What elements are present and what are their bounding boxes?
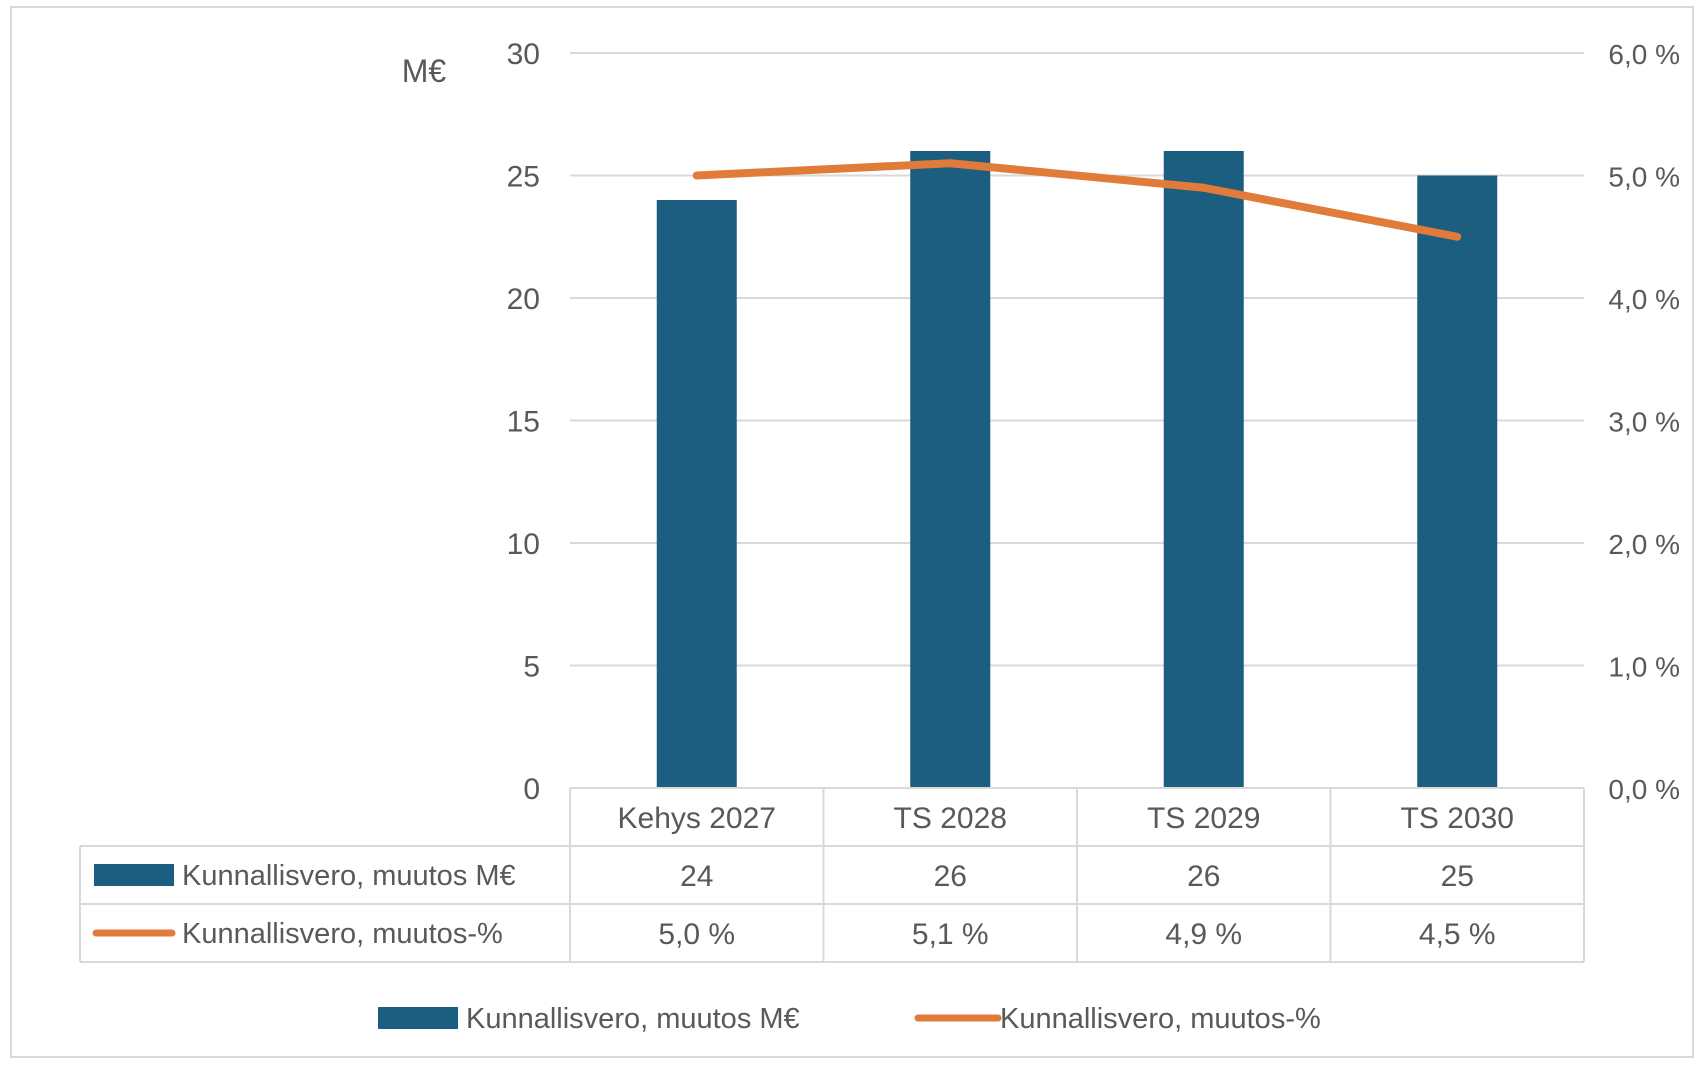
y-tick-label: 25 (507, 161, 540, 194)
y2-tick-label: 3,0 % (1608, 407, 1680, 438)
x-tick-label: TS 2030 (1401, 802, 1514, 835)
line-data-label: 4,5 % (1419, 918, 1496, 951)
y-tick-label: 10 (507, 528, 540, 561)
y-axis-title: M€ (402, 53, 447, 89)
y-tick-label: 5 (523, 651, 540, 684)
bar-data-label: 26 (1187, 860, 1220, 893)
legend-label: Kunnallisvero, muutos-% (1000, 1003, 1321, 1035)
table-row-label: Kunnallisvero, muutos M€ (182, 860, 516, 892)
bar-data-label: 26 (934, 860, 967, 893)
y2-tick-label: 2,0 % (1608, 529, 1680, 560)
line-data-label: 5,1 % (912, 918, 989, 951)
y2-tick-label: 0,0 % (1608, 774, 1680, 805)
line-point (1454, 233, 1461, 240)
line-point (947, 160, 954, 167)
y-tick-label: 30 (507, 38, 540, 71)
legend-swatch-bar (378, 1007, 458, 1029)
bar-data-label: 25 (1441, 860, 1474, 893)
y2-tick-label: 4,0 % (1608, 284, 1680, 315)
y-axis-left: 0 5 10 15 20 25 30 (507, 38, 540, 806)
bar-series (656, 151, 1498, 788)
y2-tick-label: 1,0 % (1608, 652, 1680, 683)
y2-tick-label: 6,0 % (1608, 39, 1680, 70)
bar (656, 200, 737, 788)
x-tick-label: TS 2028 (894, 802, 1007, 835)
table-row-label: Kunnallisvero, muutos-% (182, 918, 503, 950)
series-line (692, 159, 1462, 241)
bar-data-label: 24 (680, 860, 713, 893)
x-tick-label: TS 2029 (1147, 802, 1260, 835)
y-tick-label: 20 (507, 283, 540, 316)
combo-chart: 0 5 10 15 20 25 30 0,0 % 1,0 % 2,0 % 3,0 % 4,0 % 5,… (79, 38, 1680, 1035)
bar (1163, 151, 1244, 788)
legend: Kunnallisvero, muutos M€ Kunnallisvero, m… (378, 1003, 1321, 1035)
x-tick-label: Kehys 2027 (618, 802, 776, 835)
line-point (693, 172, 700, 179)
table-key-bar (94, 864, 174, 886)
chart-frame: 0 5 10 15 20 25 30 0,0 % 1,0 % 2,0 % 3,0 % 4,0 % 5,… (10, 6, 1694, 1058)
data-table: Kehys 2027 24 5,0 % TS 2028 26 5,1 % TS 2029 26… (79, 787, 1585, 963)
y-tick-label: 0 (523, 773, 540, 806)
y-axis-right: 0,0 % 1,0 % 2,0 % 3,0 % 4,0 % 5,0 % 6,0 % (1608, 39, 1680, 805)
line-point (1200, 184, 1207, 191)
bar (910, 151, 991, 788)
y2-tick-label: 5,0 % (1608, 162, 1680, 193)
line-data-label: 4,9 % (1165, 918, 1242, 951)
legend-label: Kunnallisvero, muutos M€ (466, 1003, 800, 1035)
bar (1417, 175, 1498, 788)
line-data-label: 5,0 % (658, 918, 735, 951)
y-tick-label: 15 (507, 406, 540, 439)
line-series (692, 159, 1462, 241)
